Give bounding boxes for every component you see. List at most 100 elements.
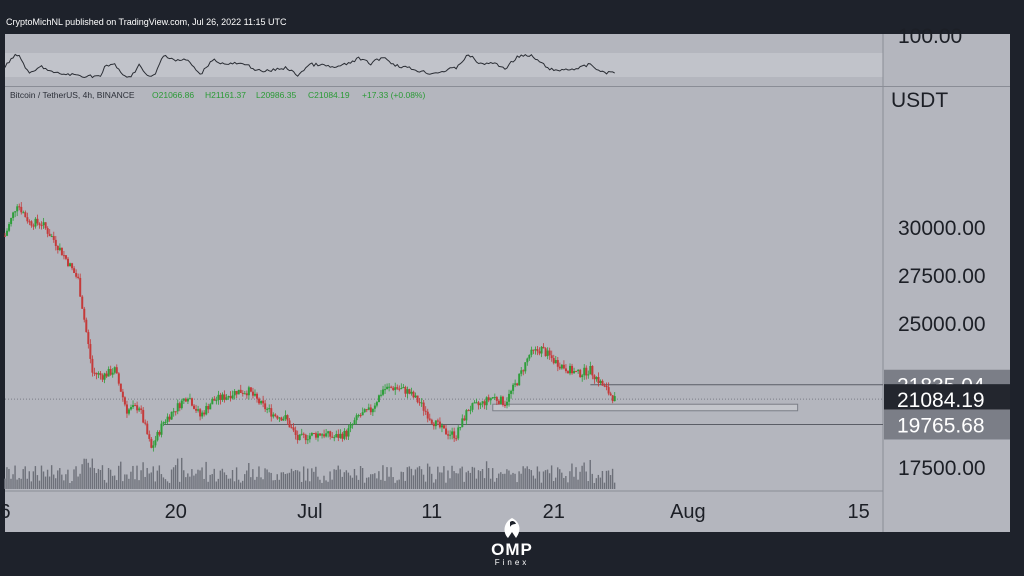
volume-bar [302, 466, 305, 489]
candlesticks[interactable] [4, 202, 616, 452]
volume-bar [370, 474, 372, 489]
candle-body [99, 373, 102, 376]
candle-body [69, 263, 72, 267]
volume-bar [538, 471, 541, 489]
volume-bar [416, 467, 419, 489]
volume-bar [284, 473, 287, 489]
candle-body [28, 221, 31, 223]
candle-body [485, 397, 488, 406]
candle-body [544, 348, 547, 357]
candle-body [524, 362, 527, 372]
candle-body [408, 389, 411, 394]
price-panel[interactable] [5, 87, 1010, 532]
candle-body [571, 365, 574, 374]
volume-bar [219, 470, 222, 489]
volume-bar [463, 481, 465, 489]
volume-bar [404, 480, 406, 489]
candle-body [325, 433, 328, 437]
oscillator-tick: 100.00 [898, 25, 962, 48]
volume-bar [386, 467, 388, 489]
candle-body [416, 395, 419, 403]
candle-body [227, 396, 230, 398]
volume-bar [319, 479, 321, 489]
candle-body [109, 368, 112, 375]
candle-body [50, 236, 53, 238]
candle-body [321, 434, 324, 436]
candle-body [52, 236, 55, 240]
candle-body [347, 428, 350, 437]
candle-body [64, 255, 67, 259]
volume-bar [113, 475, 116, 489]
volume-bar [207, 481, 209, 489]
candle-body [556, 360, 559, 367]
candle-body [479, 403, 482, 406]
candle-body [449, 434, 452, 436]
candle-body [386, 386, 389, 390]
candle-body [101, 375, 104, 380]
candle-body [38, 223, 41, 226]
candle-body [569, 365, 572, 374]
candle-body [30, 221, 33, 226]
candle-body [83, 308, 86, 320]
candle-body [528, 354, 531, 359]
candle-body [42, 222, 45, 226]
x-tick-label: 6 [0, 501, 11, 523]
candle-body [510, 390, 513, 394]
volume-bar [561, 472, 563, 489]
volume-bar [254, 479, 256, 489]
volume-bar [611, 468, 614, 489]
candle-body [422, 402, 425, 411]
candle-body [117, 373, 120, 384]
candle-body [410, 391, 413, 394]
volume-bar [26, 478, 28, 489]
candle-body [428, 418, 431, 420]
volume-bar [252, 469, 254, 489]
candle-body [469, 409, 472, 411]
candle-body [312, 433, 315, 435]
candle-body [516, 383, 519, 386]
candle-body [335, 434, 338, 438]
candle-body [32, 225, 35, 227]
volume-bar [435, 479, 437, 489]
volume-bar [294, 470, 297, 489]
candle-body [209, 404, 212, 410]
volume-bar [44, 476, 47, 489]
volume-bar [487, 468, 490, 489]
volume-bar [61, 474, 63, 489]
volume-bar [514, 473, 516, 489]
candle-body [451, 431, 454, 435]
volume-bar [447, 470, 449, 489]
low-value: L20986.35 [256, 90, 296, 100]
volume-bar [394, 482, 396, 489]
candle-body [477, 402, 480, 406]
candle-body [566, 371, 569, 374]
volume-bar [300, 481, 303, 489]
candle-body [377, 395, 380, 403]
candle-body [327, 431, 330, 434]
volume-bar [510, 474, 512, 489]
candle-body [440, 425, 443, 428]
candle-body [438, 421, 441, 428]
volume-bar [18, 477, 20, 489]
candle-body [613, 396, 616, 402]
volume-bar [304, 480, 307, 489]
candle-body [420, 402, 423, 404]
volume-bar [477, 470, 480, 489]
volume-bar [239, 482, 242, 489]
candle-body [461, 418, 464, 428]
candle-body [95, 372, 98, 375]
volume-bar [485, 461, 488, 489]
volume-bar [333, 469, 335, 489]
volume-bar [343, 472, 346, 489]
candle-body [329, 431, 332, 437]
volume-bar [272, 480, 274, 489]
candle-body [526, 358, 529, 363]
volume-bar [426, 463, 429, 489]
volume-bar [481, 469, 484, 489]
volume-bar [518, 471, 520, 489]
candle-body [172, 411, 175, 413]
volume-bar [6, 467, 8, 489]
candle-body [150, 438, 153, 448]
volume-bar [469, 472, 472, 489]
